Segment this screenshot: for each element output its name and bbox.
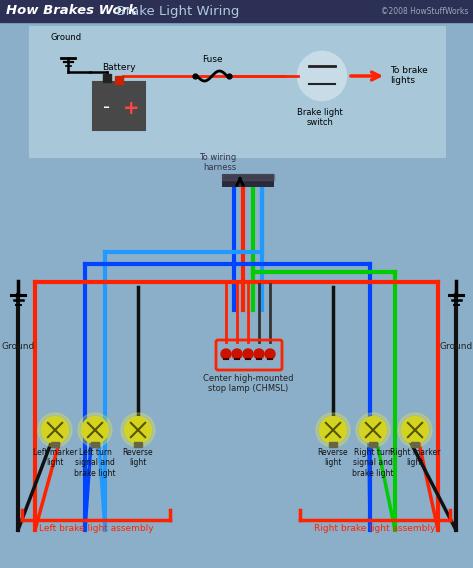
Circle shape	[125, 417, 151, 443]
Text: Left brake light assembly: Left brake light assembly	[39, 524, 153, 533]
Bar	[91, 442, 99, 447]
Circle shape	[42, 417, 68, 443]
Circle shape	[402, 417, 428, 443]
Bar	[329, 442, 337, 447]
Text: +: +	[123, 98, 139, 118]
Text: Center high-mounted
stop lamp (CHMSL): Center high-mounted stop lamp (CHMSL)	[203, 374, 293, 394]
Text: Brake Light Wiring: Brake Light Wiring	[108, 5, 239, 18]
Text: Left marker
light: Left marker light	[33, 448, 77, 467]
Circle shape	[38, 413, 72, 447]
Text: Fuse: Fuse	[201, 55, 222, 64]
Text: Reverse
light: Reverse light	[123, 448, 153, 467]
Circle shape	[82, 417, 108, 443]
Text: Right brake light assembly: Right brake light assembly	[315, 524, 436, 533]
Circle shape	[221, 349, 231, 359]
Text: To wiring
harness: To wiring harness	[199, 153, 236, 172]
Text: -: -	[104, 98, 111, 118]
Text: Ground: Ground	[1, 342, 35, 351]
Circle shape	[78, 413, 112, 447]
Circle shape	[316, 413, 350, 447]
Bar	[222, 174, 274, 187]
Bar	[369, 442, 377, 447]
Bar	[0, 157, 473, 568]
Text: Right turn
signal and
brake light: Right turn signal and brake light	[352, 448, 394, 478]
Bar	[103, 74, 111, 82]
Circle shape	[298, 52, 346, 100]
Circle shape	[254, 349, 264, 359]
Text: Battery: Battery	[102, 63, 136, 72]
Circle shape	[265, 349, 275, 359]
Circle shape	[398, 413, 432, 447]
Text: Reverse
light: Reverse light	[318, 448, 348, 467]
Bar	[30, 27, 445, 157]
Text: Right marker
light: Right marker light	[390, 448, 440, 467]
Circle shape	[232, 349, 242, 359]
Circle shape	[324, 69, 334, 79]
Text: How Brakes Work: How Brakes Work	[6, 5, 137, 18]
Circle shape	[243, 349, 253, 359]
Text: Ground: Ground	[51, 33, 81, 42]
Text: To brake
lights: To brake lights	[390, 66, 428, 85]
Circle shape	[310, 69, 320, 79]
Bar	[51, 442, 59, 447]
Circle shape	[356, 413, 390, 447]
Bar	[222, 174, 274, 180]
Circle shape	[360, 417, 386, 443]
Bar	[93, 82, 145, 130]
Text: ©2008 HowStuffWorks: ©2008 HowStuffWorks	[381, 6, 468, 15]
Bar	[115, 76, 123, 84]
Circle shape	[320, 417, 346, 443]
Text: Brake light
switch: Brake light switch	[297, 108, 343, 127]
Bar	[0, 0, 473, 22]
Text: Ground: Ground	[439, 342, 473, 351]
Text: Left turn
signal and
brake light: Left turn signal and brake light	[74, 448, 116, 478]
Circle shape	[121, 413, 155, 447]
Bar	[134, 442, 142, 447]
Bar	[411, 442, 419, 447]
